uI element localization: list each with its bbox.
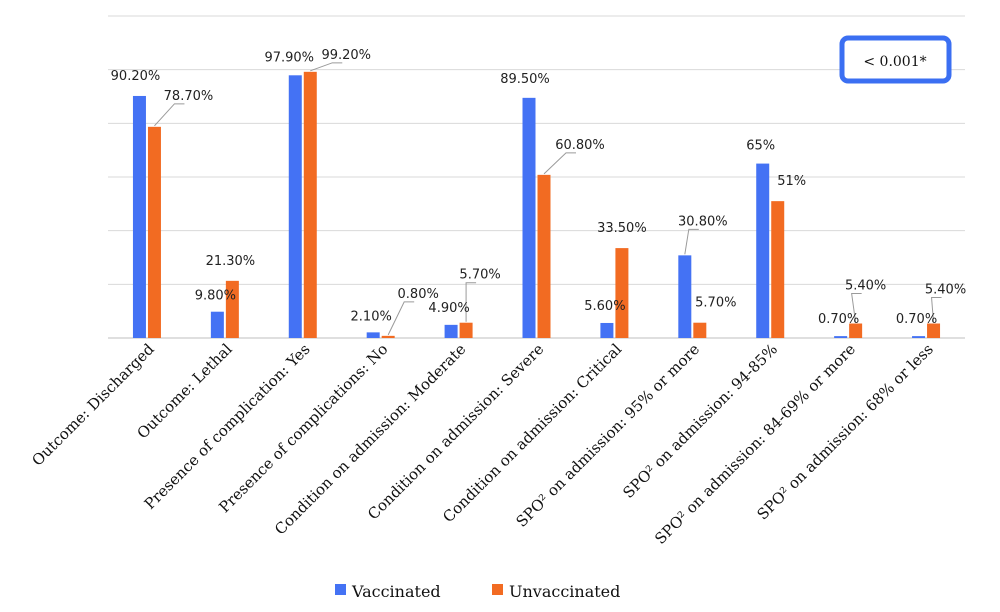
significance-label: < 0.001*: [863, 54, 926, 70]
bar-vaccinated: [522, 97, 536, 338]
data-label: 2.10%: [351, 309, 392, 324]
data-label: 5.40%: [845, 279, 886, 294]
x-tick-label: SPO² on admission: 68% or less: [754, 340, 937, 523]
label-leader-line: [543, 152, 576, 175]
data-label: 97.90%: [264, 50, 314, 65]
data-label: 90.20%: [111, 69, 161, 84]
bar-unvaccinated: [225, 280, 239, 338]
data-label: 30.80%: [678, 214, 728, 229]
data-labels: 90.20%78.70% 9.80% 21.30% 97.90% 99.20% 2.10%…: [111, 48, 967, 327]
bar-unvaccinated: [459, 322, 473, 338]
bar-vaccinated: [600, 322, 614, 338]
bars: [132, 71, 941, 339]
data-label: 51%: [777, 174, 806, 189]
legend-swatch-unvaccinated: [492, 584, 503, 595]
bar-unvaccinated: [927, 323, 941, 338]
bar-vaccinated: [834, 336, 848, 338]
data-label: 78.70%: [164, 89, 214, 104]
bar-unvaccinated: [147, 126, 161, 339]
data-label: 5.70%: [459, 268, 500, 283]
label-leader-line: [154, 103, 185, 127]
x-tick-label: Presence of complications: No: [215, 340, 391, 516]
data-label: 4.90%: [428, 301, 469, 316]
label-leader-line: [387, 301, 415, 336]
bar-vaccinated: [678, 255, 692, 338]
legend-label-vaccinated: Vaccinated: [351, 582, 441, 601]
data-label: 5.40%: [925, 283, 966, 298]
data-label: 89.50%: [500, 72, 550, 87]
label-leader-line: [465, 282, 477, 322]
data-label: 0.70%: [896, 312, 937, 327]
data-label: 0.70%: [818, 312, 859, 327]
data-label: 65%: [746, 139, 775, 154]
legend: Vaccinated Unvaccinated: [335, 582, 620, 601]
x-tick-label: Outcome: Discharged: [28, 340, 158, 470]
bar-unvaccinated: [303, 71, 317, 339]
legend-label-unvaccinated: Unvaccinated: [509, 582, 620, 601]
data-label: 5.70%: [695, 296, 736, 311]
data-label: 99.20%: [321, 48, 371, 63]
bar-unvaccinated: [381, 335, 395, 338]
bar-unvaccinated: [849, 323, 863, 338]
data-label: 60.80%: [555, 138, 605, 153]
data-label: 5.60%: [584, 299, 625, 314]
label-leader-line: [851, 293, 862, 323]
bar-vaccinated: [444, 324, 458, 338]
bar-vaccinated: [132, 95, 146, 338]
label-leader-line: [931, 297, 942, 323]
label-leader-line: [684, 228, 699, 255]
bar-unvaccinated: [771, 201, 785, 338]
bar-unvaccinated: [537, 174, 551, 338]
bar-vaccinated: [912, 336, 926, 338]
gridlines: [108, 15, 965, 339]
x-tick-label: SPO² on admission: 94-85%: [619, 340, 781, 502]
bar-unvaccinated: [615, 248, 629, 338]
bar-vaccinated: [210, 311, 224, 338]
data-label: 33.50%: [597, 221, 647, 236]
data-label: 0.80%: [398, 287, 439, 302]
data-label: 21.30%: [206, 254, 256, 269]
bar-vaccinated: [756, 163, 770, 338]
bar-vaccinated: [366, 332, 380, 338]
significance-box: < 0.001*: [839, 35, 952, 84]
bar-unvaccinated: [693, 322, 707, 338]
leader-lines: [154, 62, 942, 336]
bar-vaccinated: [288, 75, 302, 338]
legend-swatch-vaccinated: [335, 584, 346, 595]
label-leader-line: [310, 62, 343, 72]
x-tick-label: Presence of complication: Yes: [141, 340, 314, 513]
data-label: 9.80%: [195, 289, 236, 304]
